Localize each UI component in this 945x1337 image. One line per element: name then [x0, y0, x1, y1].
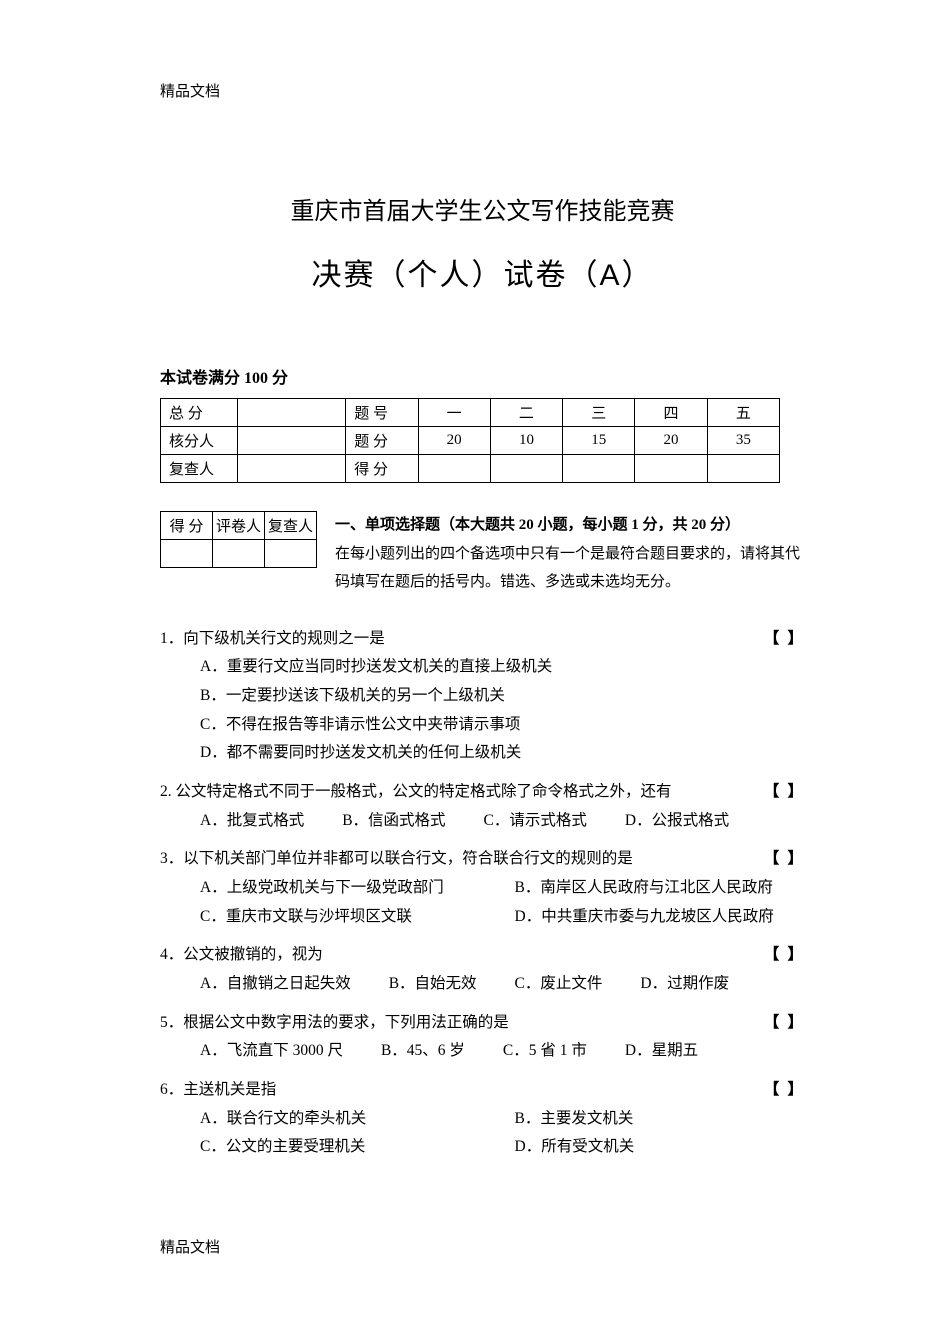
cell: 题 号 [346, 399, 418, 427]
cell: 四 [635, 399, 707, 427]
answer-bracket: 【 】 [764, 1009, 805, 1038]
table-row: 复查人 得 分 [161, 455, 780, 483]
cell: 得 分 [346, 455, 418, 483]
answer-bracket: 【 】 [764, 625, 805, 654]
cell: 五 [707, 399, 779, 427]
section-instructions: 在每小题列出的四个备选项中只有一个是最符合题目要求的，请将其代码填写在题后的括号… [335, 546, 800, 591]
option-b: B．45、6 岁 [381, 1037, 465, 1066]
option-a: A．飞流直下 3000 尺 [200, 1037, 343, 1066]
option-d: D．公报式格式 [625, 807, 729, 836]
option-c: C．请示式格式 [484, 807, 587, 836]
answer-bracket: 【 】 [764, 845, 805, 874]
cell: 35 [707, 427, 779, 455]
grader-table: 得 分 评卷人 复查人 [160, 511, 317, 568]
question-stem: 4．公文被撤销的，视为 [160, 941, 744, 970]
option-b: B．自始无效 [389, 970, 477, 999]
cell [237, 427, 345, 455]
question-1: 1．向下级机关行文的规则之一是 【 】 A．重要行文应当同时抄送发文机关的直接上… [160, 625, 805, 768]
option-c: C．5 省 1 市 [503, 1037, 587, 1066]
option-a: A．重要行文应当同时抄送发文机关的直接上级机关 [200, 653, 805, 682]
cell: 10 [490, 427, 562, 455]
score-table: 总 分 题 号 一 二 三 四 五 核分人 题 分 20 10 15 20 35… [160, 398, 780, 483]
cell: 总 分 [161, 399, 238, 427]
option-c: C．公文的主要受理机关 [200, 1133, 491, 1162]
table-row [161, 540, 317, 568]
cell [237, 399, 345, 427]
footer-label: 精品文档 [160, 1236, 220, 1257]
table-row: 得 分 评卷人 复查人 [161, 512, 317, 540]
question-2: 2. 公文特定格式不同于一般格式，公文的特定格式除了命令格式之外，还有 【 】 … [160, 778, 805, 835]
answer-bracket: 【 】 [764, 778, 805, 807]
page-subtitle: 重庆市首届大学生公文写作技能竞赛 [160, 191, 805, 226]
option-d: D．中共重庆市委与九龙坡区人民政府 [515, 903, 806, 932]
cell [490, 455, 562, 483]
cell: 得 分 [161, 512, 213, 540]
option-a: A．联合行文的牵头机关 [200, 1105, 491, 1134]
cell: 评卷人 [213, 512, 265, 540]
cell: 题 分 [346, 427, 418, 455]
option-d: D．所有受文机关 [515, 1133, 806, 1162]
cell [213, 540, 265, 568]
cell [418, 455, 490, 483]
option-d: D．星期五 [625, 1037, 698, 1066]
option-b: B．南岸区人民政府与江北区人民政府 [515, 874, 806, 903]
cell: 核分人 [161, 427, 238, 455]
option-c: C．不得在报告等非请示性公文中夹带请示事项 [200, 711, 805, 740]
cell: 15 [563, 427, 635, 455]
option-d: D．过期作废 [640, 970, 729, 999]
option-b: B．主要发文机关 [515, 1105, 806, 1134]
answer-bracket: 【 】 [764, 941, 805, 970]
cell: 一 [418, 399, 490, 427]
page-title: 决赛（个人）试卷（A） [160, 250, 805, 294]
question-stem: 2. 公文特定格式不同于一般格式，公文的特定格式除了命令格式之外，还有 [160, 778, 744, 807]
option-a: A．上级党政机关与下一级党政部门 [200, 874, 491, 903]
cell: 二 [490, 399, 562, 427]
question-6: 6．主送机关是指 【 】 A．联合行文的牵头机关 B．主要发文机关 C．公文的主… [160, 1076, 805, 1162]
cell [563, 455, 635, 483]
option-c: C．重庆市文联与沙坪坝区文联 [200, 903, 491, 932]
question-stem: 3．以下机关部门单位并非都可以联合行文，符合联合行文的规则的是 [160, 845, 744, 874]
header-label: 精品文档 [160, 80, 805, 101]
section-desc: （本大题共 20 小题，每小题 1 分，共 20 分） [440, 517, 740, 533]
answer-bracket: 【 】 [764, 1076, 805, 1105]
cell [265, 540, 317, 568]
question-5: 5．根据公文中数字用法的要求，下列用法正确的是 【 】 A．飞流直下 3000 … [160, 1009, 805, 1066]
question-stem: 1．向下级机关行文的规则之一是 [160, 625, 744, 654]
cell [707, 455, 779, 483]
section-intro: 一、单项选择题（本大题共 20 小题，每小题 1 分，共 20 分） 在每小题列… [335, 511, 805, 597]
cell [635, 455, 707, 483]
option-d: D．都不需要同时抄送发文机关的任何上级机关 [200, 739, 805, 768]
option-a: A．批复式格式 [200, 807, 304, 836]
cell: 复查人 [265, 512, 317, 540]
cell [237, 455, 345, 483]
option-c: C．废止文件 [515, 970, 603, 999]
question-3: 3．以下机关部门单位并非都可以联合行文，符合联合行文的规则的是 【 】 A．上级… [160, 845, 805, 931]
section-label: 一、单项选择题 [335, 517, 440, 533]
option-b: B．信函式格式 [342, 807, 445, 836]
question-stem: 6．主送机关是指 [160, 1076, 744, 1105]
option-b: B．一定要抄送该下级机关的另一个上级机关 [200, 682, 805, 711]
score-note: 本试卷满分 100 分 [160, 364, 805, 388]
table-row: 核分人 题 分 20 10 15 20 35 [161, 427, 780, 455]
option-a: A．自撤销之日起失效 [200, 970, 351, 999]
cell [161, 540, 213, 568]
cell: 20 [418, 427, 490, 455]
cell: 20 [635, 427, 707, 455]
cell: 三 [563, 399, 635, 427]
question-4: 4．公文被撤销的，视为 【 】 A．自撤销之日起失效 B．自始无效 C．废止文件… [160, 941, 805, 998]
question-stem: 5．根据公文中数字用法的要求，下列用法正确的是 [160, 1009, 744, 1038]
cell: 复查人 [161, 455, 238, 483]
table-row: 总 分 题 号 一 二 三 四 五 [161, 399, 780, 427]
